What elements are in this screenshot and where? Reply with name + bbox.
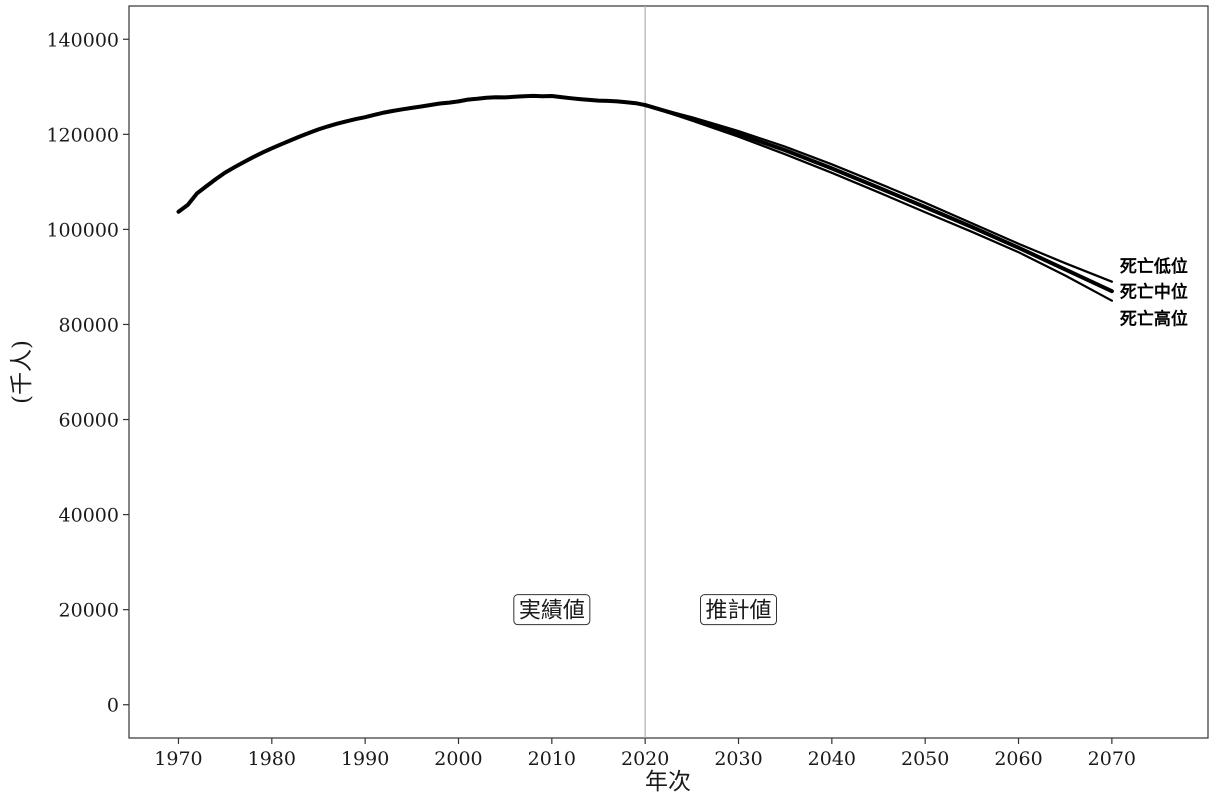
region-label-frame: [699, 594, 778, 626]
x-tick-label: 1980: [248, 748, 296, 770]
y-tick-label: 80000: [59, 314, 119, 336]
x-tick-label: 2070: [1088, 748, 1136, 770]
x-tick-label: 1970: [154, 748, 202, 770]
x-tick-label: 2030: [714, 748, 762, 770]
x-axis-title: 年次: [645, 769, 691, 795]
y-axis-title: (千人): [9, 340, 35, 404]
region-label-frame: [513, 594, 591, 626]
y-tick-label: 40000: [59, 505, 119, 527]
y-tick-label: 100000: [46, 219, 119, 241]
region-label: 推計値: [705, 599, 771, 624]
region-label-box: 推計値: [699, 594, 778, 626]
series-layer: [176, 93, 1114, 302]
series-line-3: [644, 103, 1114, 302]
series-line-2: [643, 103, 1114, 294]
series-line-actual: [176, 93, 648, 214]
x-tick-label: 2050: [901, 748, 949, 770]
axes-layer: 1970 1980 1990 2000 2010 2020 2030 2040 2050 2060…: [46, 29, 1136, 770]
x-tick-label: 1990: [341, 748, 389, 770]
y-tick-label: 60000: [59, 410, 119, 432]
x-tick-label: 2060: [994, 748, 1042, 770]
region-label-box: 実績値: [513, 594, 591, 626]
series-label: 死亡低位: [1120, 256, 1188, 277]
y-tick-label: 140000: [46, 29, 119, 51]
region-label: 実績値: [519, 599, 585, 624]
plot-panel: [128, 5, 1209, 739]
x-tick-label: 2020: [621, 748, 669, 770]
x-tick-label: 2040: [808, 748, 856, 770]
x-tick-label: 2000: [434, 748, 482, 770]
y-tick-label: 120000: [46, 124, 119, 146]
y-tick-label: 0: [107, 695, 119, 717]
series-line-1: [644, 103, 1114, 283]
x-tick-label: 2010: [528, 748, 576, 770]
series-label: 死亡中位: [1120, 282, 1188, 303]
y-tick-label: 20000: [59, 600, 119, 622]
series-label: 死亡高位: [1120, 308, 1188, 329]
